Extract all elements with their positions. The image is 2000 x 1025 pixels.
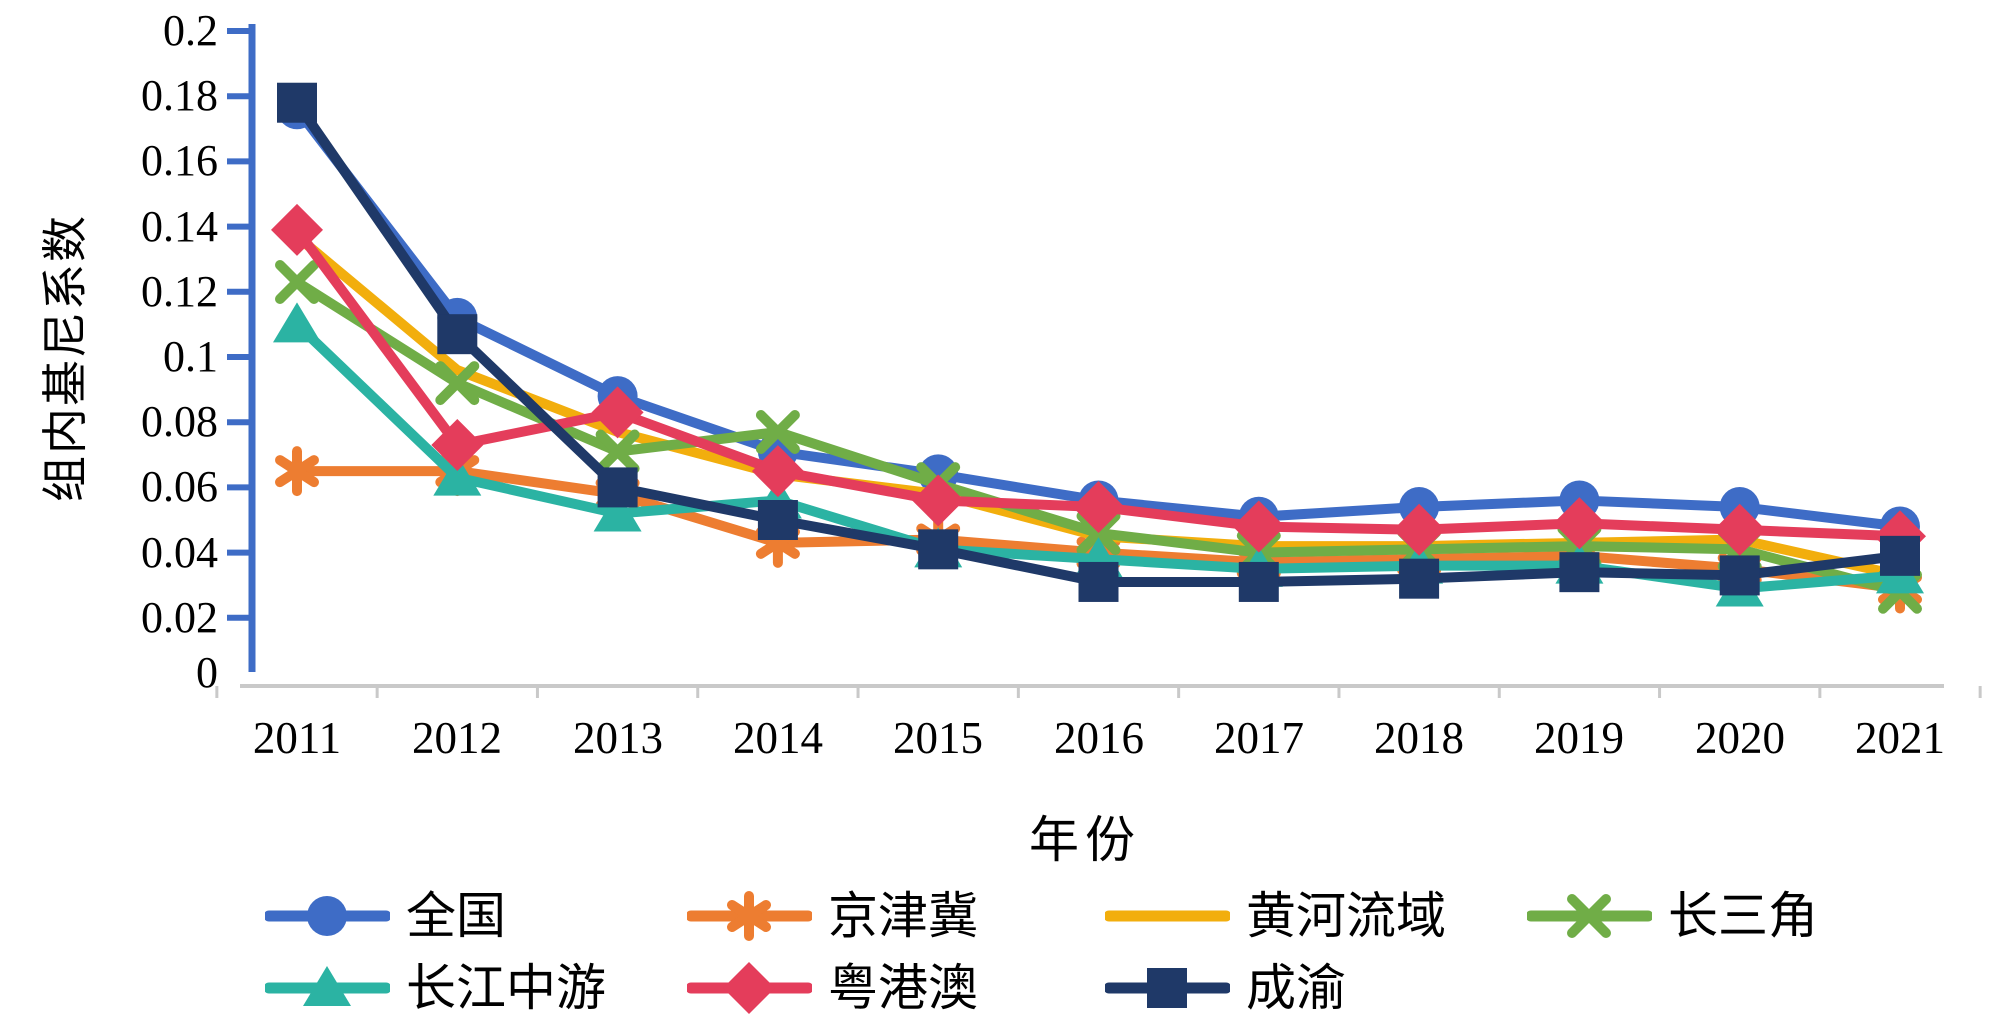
legend-label: 粤港澳 (828, 960, 978, 1016)
legend-item-yuegangao: 粤港澳 (687, 957, 978, 1019)
x-tick-label: 2018 (1374, 713, 1464, 763)
legend-item-huanghe: 黄河流域 (1105, 885, 1446, 947)
legend-label: 全国 (406, 888, 506, 944)
legend-label: 长江中游 (406, 960, 606, 1016)
x-tick-label: 2014 (733, 713, 823, 763)
legend-item-changjiangzhongyou: 长江中游 (265, 957, 606, 1019)
legend-marker-x-icon (1527, 894, 1652, 938)
y-tick-label: 0.12 (141, 267, 218, 316)
x-tick-label: 2021 (1855, 713, 1945, 763)
x-tick-label: 2013 (573, 713, 663, 763)
x-axis-title: 年份 (1029, 812, 1141, 868)
legend-marker-square-icon (1105, 968, 1230, 1008)
x-tick-label: 2011 (252, 713, 342, 763)
legend-label: 长三角 (1668, 888, 1818, 944)
x-tick-label: 2016 (1054, 713, 1144, 763)
legend-marker-circle-icon (265, 896, 390, 936)
x-tick-label: 2015 (893, 713, 983, 763)
y-tick-label: 0.08 (141, 397, 218, 446)
legend-label: 京津冀 (828, 888, 978, 944)
x-tick-label: 2019 (1534, 713, 1624, 763)
y-tick-label: 0.2 (163, 6, 218, 55)
legend-item-jingjinji: 京津冀 (687, 885, 978, 947)
legend-item-quanguo: 全国 (265, 885, 506, 947)
legend-marker-diamond-icon (687, 962, 812, 1014)
x-tick-label: 2012 (412, 713, 502, 763)
x-tick-label: 2020 (1695, 713, 1785, 763)
y-tick-label: 0.18 (141, 71, 218, 120)
legend-item-changsanjiao: 长三角 (1527, 885, 1818, 947)
y-tick-label: 0.04 (141, 528, 218, 577)
legend-label: 黄河流域 (1246, 888, 1446, 944)
legend-label: 成渝 (1246, 960, 1346, 1016)
y-tick-label: 0.1 (163, 332, 218, 381)
legend-marker-line-icon (1105, 910, 1230, 922)
legend-marker-triangle-icon (265, 966, 390, 1006)
y-tick-label: 0 (196, 648, 218, 697)
y-tick-label: 0.02 (141, 593, 218, 642)
y-tick-label: 0.14 (141, 202, 218, 251)
legend-item-chengyu: 成渝 (1105, 957, 1346, 1019)
y-axis-title: 组内基尼系数 (40, 214, 91, 502)
legend-marker-asterisk-icon (687, 891, 812, 941)
y-tick-label: 0.06 (141, 462, 218, 511)
y-tick-label: 0.16 (141, 136, 218, 185)
x-tick-label: 2017 (1214, 713, 1304, 763)
